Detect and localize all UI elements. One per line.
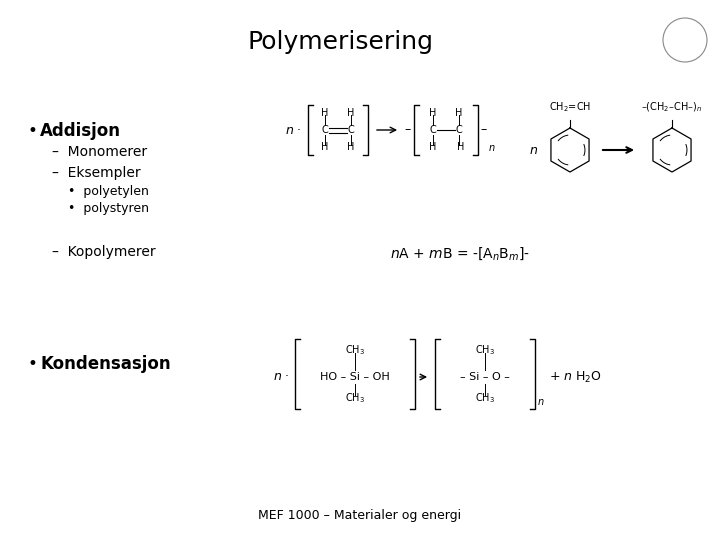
Text: –: – — [480, 124, 486, 137]
Text: H: H — [347, 108, 355, 118]
Text: $n$ ·: $n$ · — [285, 124, 302, 137]
Text: –  Monomerer: – Monomerer — [52, 145, 147, 159]
Text: – Si – O –: – Si – O – — [460, 372, 510, 382]
Text: •  polyetylen: • polyetylen — [68, 185, 149, 198]
Text: •: • — [28, 355, 38, 373]
Text: H: H — [347, 142, 355, 152]
Text: C: C — [348, 125, 354, 135]
Text: C: C — [430, 125, 436, 135]
Text: + $n$ H$_2$O: + $n$ H$_2$O — [549, 369, 602, 384]
Text: CH$_3$: CH$_3$ — [475, 343, 495, 357]
Text: Kondensasjon: Kondensasjon — [40, 355, 171, 373]
Text: MEF 1000 – Materialer og energi: MEF 1000 – Materialer og energi — [258, 509, 462, 522]
Text: H: H — [429, 108, 437, 118]
Text: CH$_3$: CH$_3$ — [345, 391, 365, 405]
Text: •  polystyren: • polystyren — [68, 202, 149, 215]
Text: •: • — [28, 122, 38, 140]
Text: –: – — [404, 124, 410, 137]
Text: C: C — [322, 125, 328, 135]
Text: H: H — [429, 142, 437, 152]
Text: Polymerisering: Polymerisering — [247, 30, 433, 54]
Text: –  Eksempler: – Eksempler — [52, 166, 140, 180]
Text: C: C — [456, 125, 462, 135]
Text: HO – Si – OH: HO – Si – OH — [320, 372, 390, 382]
Text: CH$_3$: CH$_3$ — [475, 391, 495, 405]
Text: $n$: $n$ — [529, 144, 538, 157]
Text: $n$ ·: $n$ · — [274, 370, 290, 383]
Text: H: H — [321, 108, 329, 118]
Text: –  Kopolymerer: – Kopolymerer — [52, 245, 156, 259]
Text: $n$: $n$ — [488, 143, 495, 153]
Text: H: H — [457, 142, 464, 152]
Text: H: H — [321, 142, 329, 152]
Text: –(CH$_2$–CH–)$_n$: –(CH$_2$–CH–)$_n$ — [642, 100, 703, 114]
Text: $n$: $n$ — [537, 397, 544, 407]
Text: Addisjon: Addisjon — [40, 122, 121, 140]
Text: CH$_2$=CH: CH$_2$=CH — [549, 100, 591, 114]
Text: $n$A + $m$B = -[A$_n$B$_m$]-: $n$A + $m$B = -[A$_n$B$_m$]- — [390, 245, 530, 262]
Text: H: H — [455, 108, 463, 118]
Text: CH$_3$: CH$_3$ — [345, 343, 365, 357]
